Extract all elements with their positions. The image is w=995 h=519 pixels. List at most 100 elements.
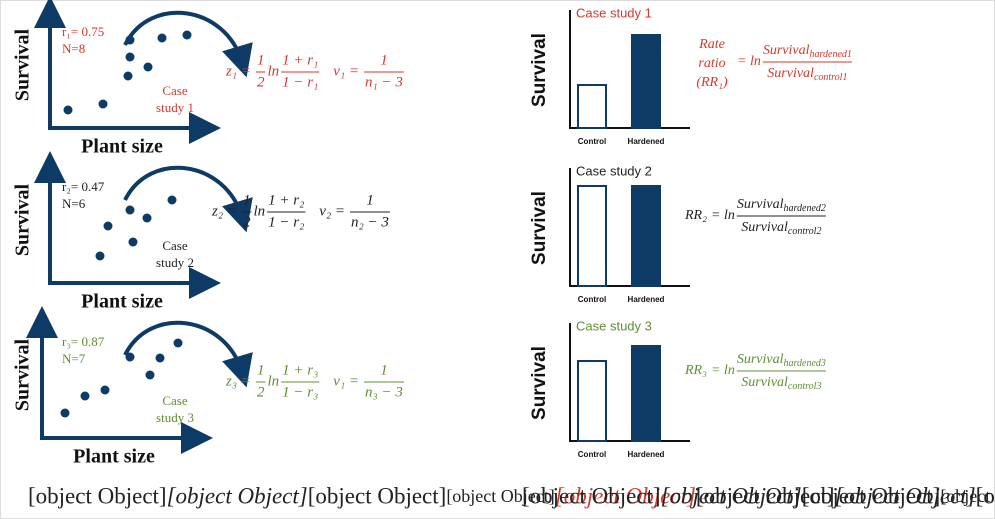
data-point	[128, 237, 138, 247]
summary-part: [object Object]	[446, 486, 554, 506]
rr-lhs: Rate	[698, 37, 725, 52]
summary-part: [object Object]	[661, 483, 802, 508]
z-lhs: z₁ =	[225, 63, 251, 79]
rr-num: Survivalhardened1	[763, 43, 852, 60]
ln: ln	[267, 63, 279, 79]
category-label: Hardened	[628, 450, 665, 459]
data-point	[143, 62, 153, 72]
data-point	[125, 52, 135, 62]
ln: ln	[253, 203, 265, 219]
fisher-num: 1 + r₂	[268, 192, 304, 208]
summary-part: [object Object]	[522, 483, 661, 508]
arrow	[123, 10, 253, 78]
data-point	[63, 105, 73, 115]
coef-den: 2	[257, 74, 265, 90]
arrow	[123, 320, 253, 388]
arrow	[123, 165, 253, 233]
coef-den: 2	[243, 214, 251, 230]
y-axis-label: Survival	[529, 191, 550, 265]
data-point	[157, 33, 167, 43]
rr-lhs: RR₂	[684, 208, 707, 223]
summary-part: [object Object]	[555, 483, 696, 508]
data-point	[103, 221, 113, 231]
panel-title: Case study 2	[576, 163, 652, 178]
variance-den: n₁ − 3	[365, 74, 403, 90]
data-point	[100, 385, 110, 395]
summary-part: [object Object]	[308, 483, 447, 508]
bar-hardened	[631, 34, 661, 129]
data-point	[95, 251, 105, 261]
coef-den: 2	[257, 384, 265, 400]
summary-part: [object Object]	[167, 483, 308, 508]
variance-den: n₂ − 3	[351, 214, 389, 230]
fisher-num: 1 + r₁	[282, 52, 318, 68]
y-axis-label: Survival	[529, 33, 550, 107]
rr-den-sub: control1	[814, 72, 848, 83]
summary-part: [object Object]	[28, 483, 167, 508]
summary-part: [object Object]	[802, 483, 941, 508]
y-axis-label: Survival	[12, 183, 34, 256]
rr-den: Survivalcontrol1	[767, 66, 847, 83]
x-axis-label: Plant size	[81, 136, 163, 158]
y-axis-label: Survival	[12, 28, 34, 101]
fisher-den: 1 − r₂	[268, 214, 304, 230]
x-axis-label: Plant size	[73, 446, 155, 468]
v-lhs: v₂ =	[319, 203, 345, 219]
data-point	[142, 213, 152, 223]
rr-den: Survivalcontrol2	[741, 220, 821, 237]
rr-num-main: Survival	[737, 197, 784, 212]
data-point	[125, 205, 135, 215]
n-label: N=8	[62, 41, 85, 56]
data-point	[145, 370, 155, 380]
data-point	[80, 391, 90, 401]
data-point	[60, 408, 70, 418]
summary-part: [object Object]	[696, 483, 835, 508]
fisher-num: 1 + r₃	[282, 362, 318, 378]
case-label: study 2	[156, 255, 194, 270]
z-lhs: z₃ =	[225, 373, 251, 389]
rr-lhs: RR₃	[684, 363, 707, 378]
rr-lhs: (RR₁)	[696, 75, 728, 90]
coef-num: 1	[257, 362, 265, 378]
data-point	[155, 353, 165, 363]
category-label: Hardened	[628, 295, 665, 304]
rr-den: Survivalcontrol3	[741, 375, 821, 392]
rr-den-main: Survival	[741, 220, 788, 235]
case-label: Case	[162, 393, 188, 408]
rr-num-main: Survival	[763, 43, 810, 58]
r-label: r₃= 0.87	[62, 334, 105, 349]
bar-hardened	[631, 185, 661, 287]
category-label: Control	[578, 137, 606, 146]
variance-num: 1	[380, 362, 388, 378]
variance-den: n₃ − 3	[365, 384, 403, 400]
variance-num: 1	[366, 192, 374, 208]
data-point	[98, 99, 108, 109]
z-lhs: z₂ =	[211, 203, 237, 219]
rr-den-main: Survival	[741, 375, 788, 390]
ln: ln	[267, 373, 279, 389]
summary-part: [object Object]	[835, 483, 976, 508]
rr-den-sub: control3	[788, 381, 822, 392]
rr-eq: = ln	[737, 54, 761, 69]
y-axis-label: Survival	[12, 338, 34, 411]
panel-title: Case study 3	[576, 318, 652, 333]
v-lhs: v₁ =	[333, 63, 359, 79]
r-label: r₁= 0.75	[62, 24, 104, 39]
rr-num: Survivalhardened2	[737, 197, 826, 214]
panel-title: Case study 1	[576, 5, 652, 20]
rr-num-main: Survival	[737, 352, 784, 367]
n-label: N=7	[62, 351, 86, 366]
bar-hardened	[631, 345, 661, 442]
rr-den-main: Survival	[767, 66, 814, 81]
category-label: Hardened	[628, 137, 665, 146]
data-point	[125, 352, 135, 362]
bar-control	[577, 360, 607, 442]
data-point	[182, 30, 192, 40]
rr-num: Survivalhardened3	[737, 352, 826, 369]
n-label: N=6	[62, 196, 86, 211]
coef-num: 1	[243, 192, 251, 208]
rr-eq: = ln	[711, 208, 735, 223]
rr-num-sub: hardened3	[783, 358, 825, 369]
